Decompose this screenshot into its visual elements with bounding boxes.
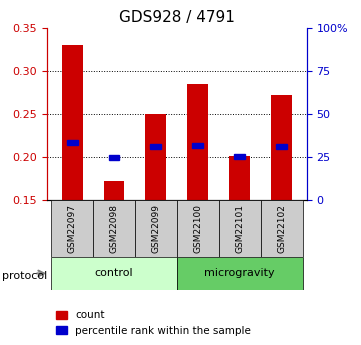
FancyBboxPatch shape [135,200,177,257]
Text: GSM22100: GSM22100 [193,204,203,253]
Text: GSM22101: GSM22101 [235,204,244,253]
Text: microgravity: microgravity [204,268,275,278]
Text: control: control [95,268,133,278]
Text: GSM22097: GSM22097 [68,204,77,253]
Legend: count, percentile rank within the sample: count, percentile rank within the sample [52,306,255,340]
FancyBboxPatch shape [51,200,93,257]
Bar [67,140,78,145]
Bar [276,144,287,149]
Bar [62,45,83,200]
FancyBboxPatch shape [51,257,177,290]
Text: GSM22102: GSM22102 [277,204,286,253]
FancyBboxPatch shape [219,200,261,257]
Text: GSM22098: GSM22098 [109,204,118,253]
Text: protocol: protocol [2,271,47,281]
Bar [271,95,292,200]
Text: GSM22099: GSM22099 [151,204,160,253]
FancyBboxPatch shape [177,257,303,290]
FancyBboxPatch shape [93,200,135,257]
Bar [151,144,161,149]
FancyBboxPatch shape [261,200,303,257]
Bar [234,154,245,159]
Bar [187,84,208,200]
Bar [145,114,166,200]
FancyBboxPatch shape [177,200,219,257]
Title: GDS928 / 4791: GDS928 / 4791 [119,10,235,25]
Bar [192,143,203,148]
Bar [104,181,125,200]
Bar [109,155,119,160]
Bar [229,156,250,200]
